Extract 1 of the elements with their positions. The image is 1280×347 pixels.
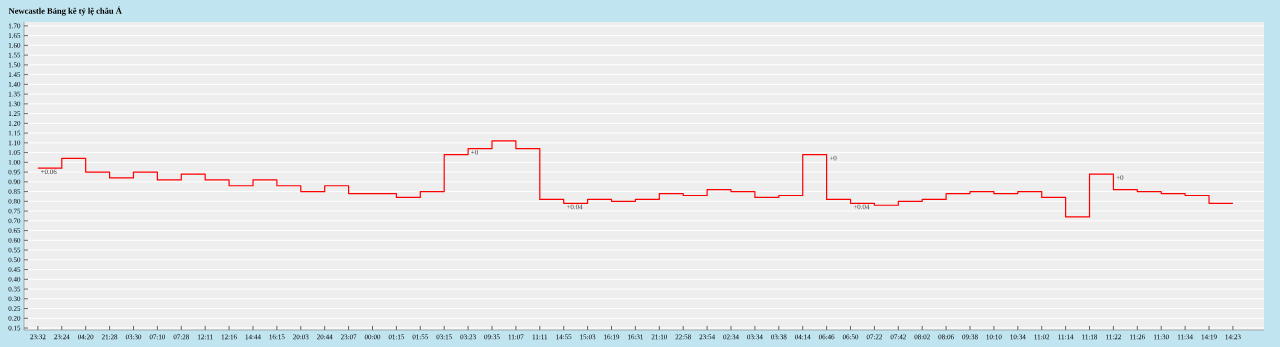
chart-title: Newcastle Bảng kê tỷ lệ châu Á <box>8 6 122 16</box>
